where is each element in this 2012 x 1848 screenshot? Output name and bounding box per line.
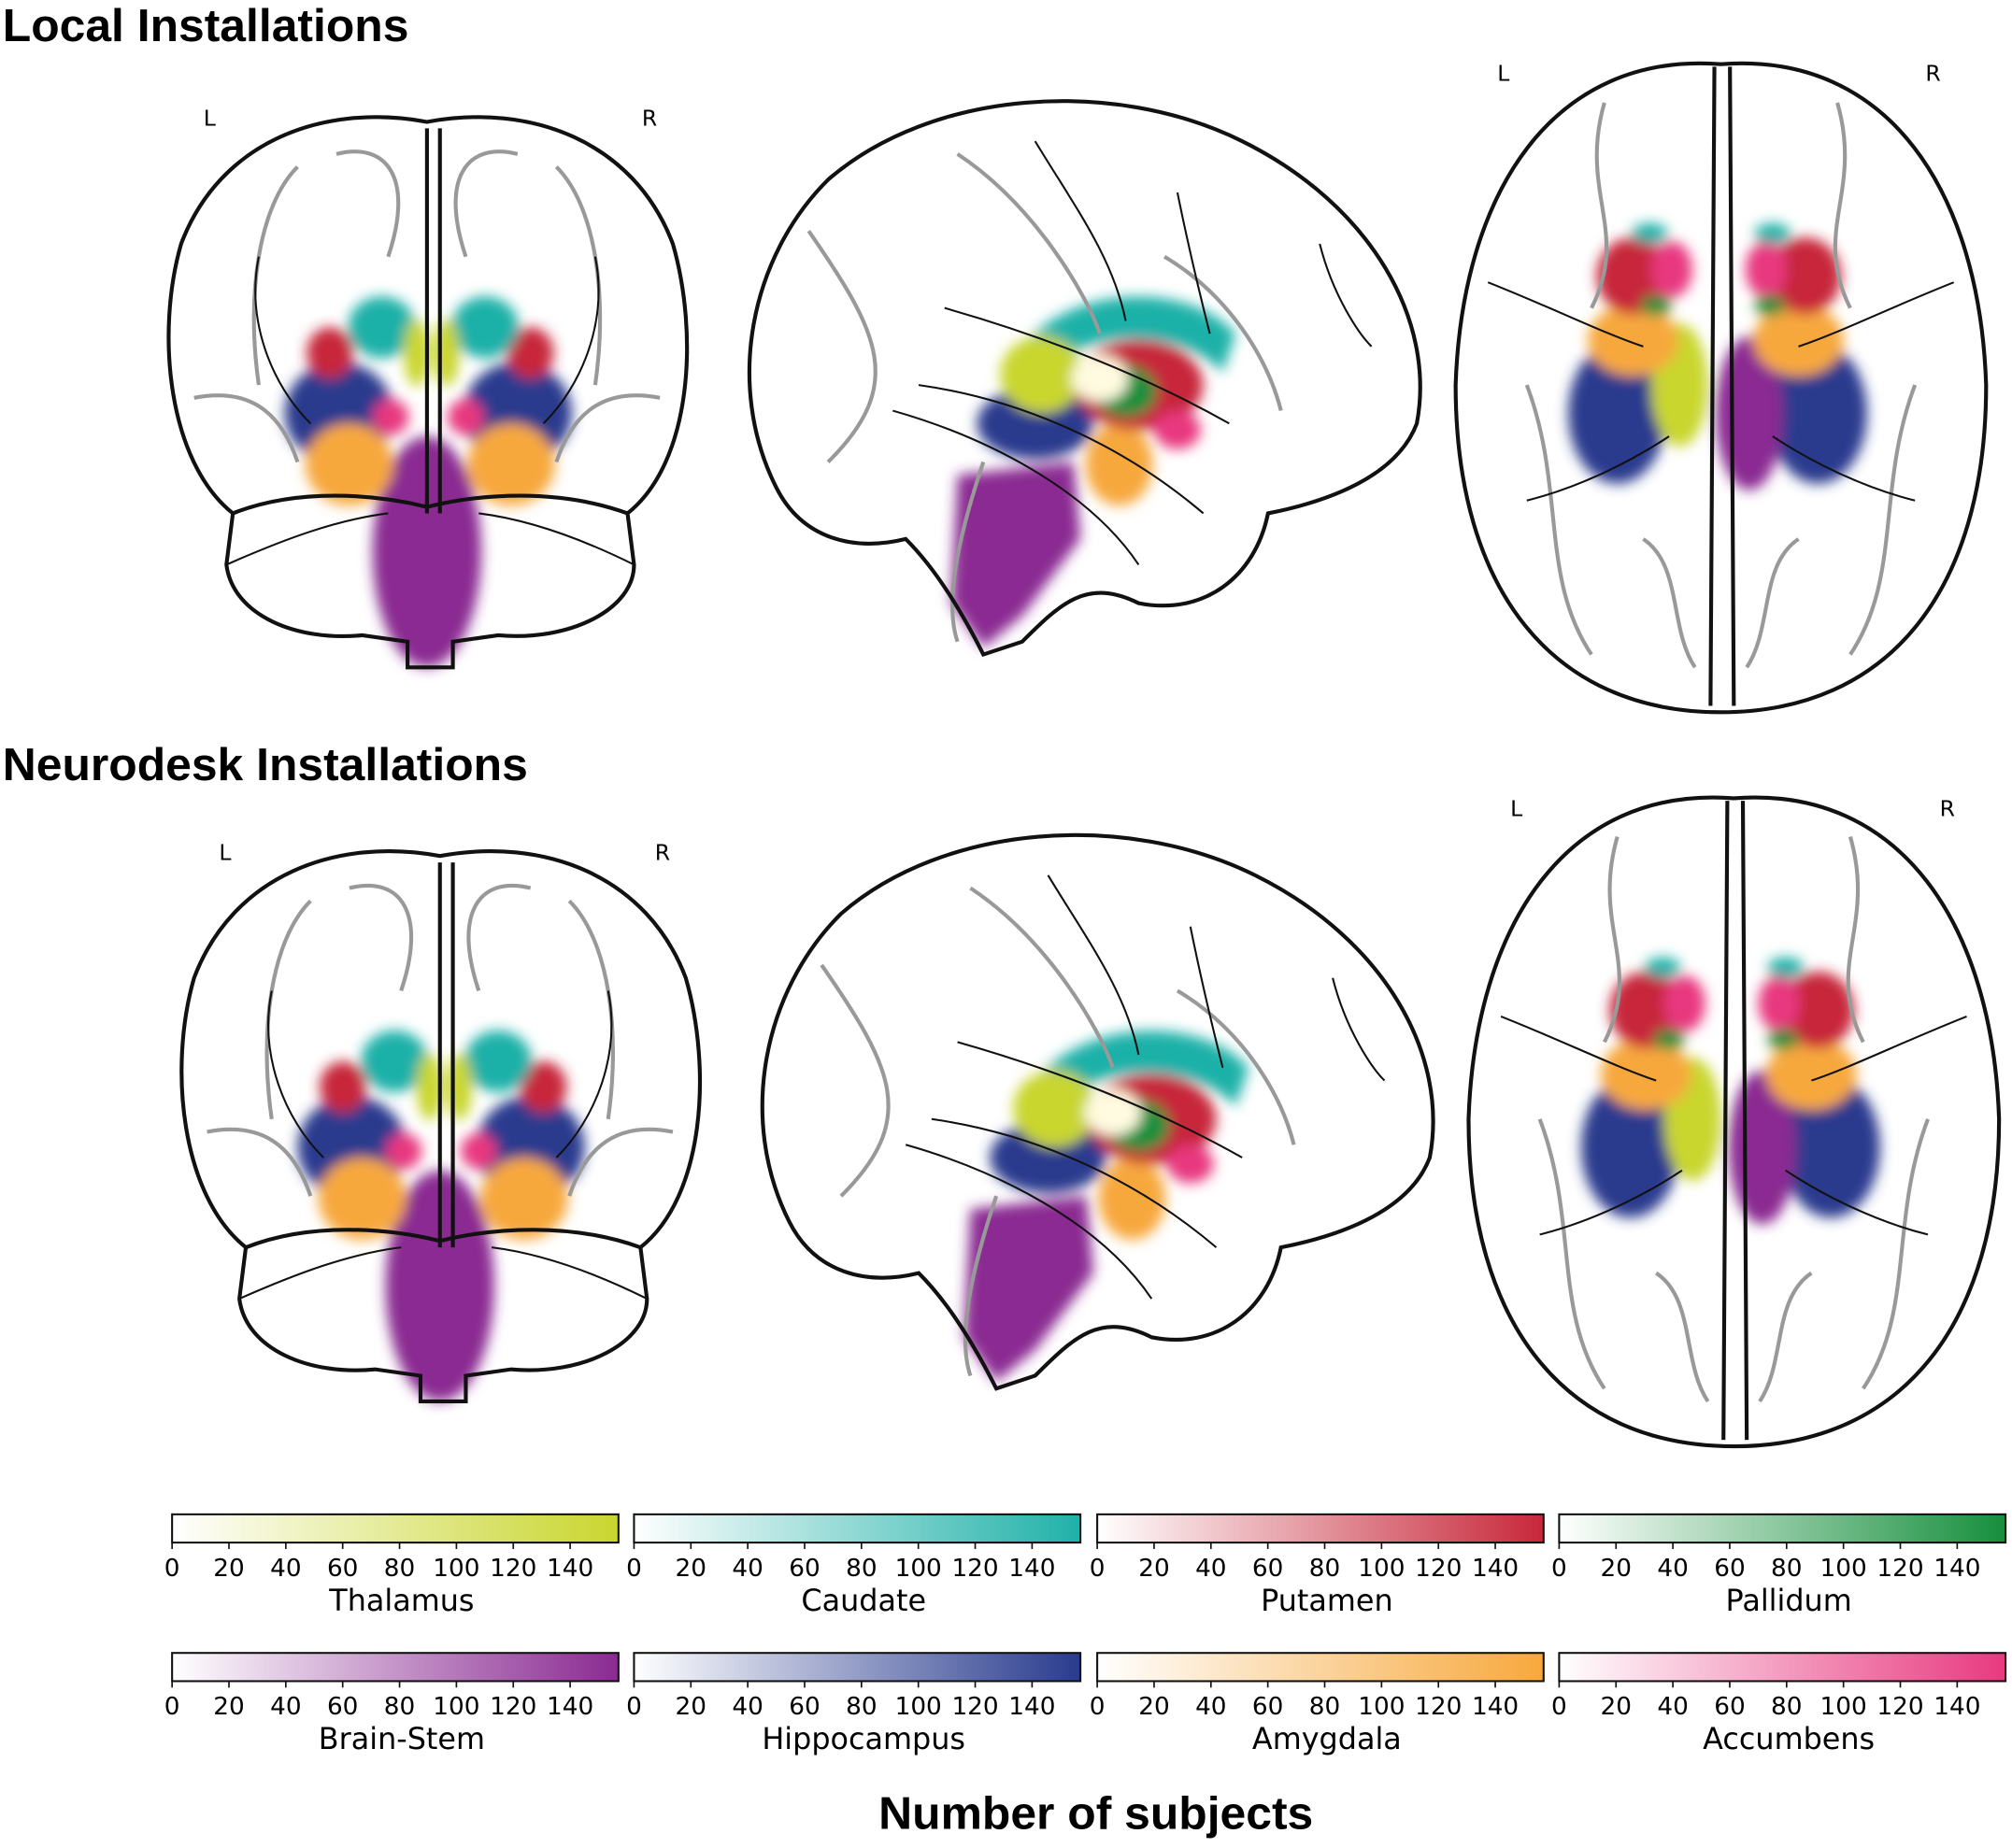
colorbar-label: Caudate	[801, 1585, 926, 1618]
tick-label: 140	[1934, 1693, 1980, 1721]
colorbar	[1096, 1513, 1545, 1544]
colorbar	[1558, 1513, 2007, 1544]
tick-label: 120	[1415, 1693, 1462, 1721]
tick-label: 0	[626, 1693, 642, 1721]
tick-label: 60	[327, 1693, 358, 1721]
tick-label: 40	[1195, 1555, 1226, 1583]
side-label: L	[1510, 796, 1522, 822]
tick-label: 120	[490, 1555, 536, 1583]
tick-label: 40	[270, 1693, 301, 1721]
tick-label: 60	[1252, 1555, 1283, 1583]
tick-label: 40	[1195, 1693, 1226, 1721]
tick-label: 0	[164, 1693, 180, 1721]
side-label: L	[204, 106, 216, 132]
colorbar-label: Putamen	[1261, 1585, 1393, 1618]
tick-label: 80	[384, 1693, 415, 1721]
tick-label: 40	[732, 1555, 763, 1583]
tick-label: 40	[732, 1693, 763, 1721]
brain-views	[168, 64, 1986, 713]
panel-title: Local Installations	[3, 0, 409, 51]
side-label: R	[655, 839, 670, 865]
colorbar-label: Hippocampus	[762, 1723, 965, 1756]
tick-label: 120	[951, 1555, 998, 1583]
tick-label: 0	[1090, 1693, 1106, 1721]
tick-label: 100	[1358, 1693, 1405, 1721]
colorbar-label: Pallidum	[1726, 1585, 1852, 1618]
colorbar	[1558, 1652, 2007, 1683]
tick-label: 40	[1657, 1555, 1688, 1583]
brain-views	[181, 798, 1999, 1447]
tick-label: 80	[1309, 1693, 1340, 1721]
tick-label: 100	[433, 1693, 479, 1721]
colorbar	[633, 1513, 1082, 1544]
tick-label: 140	[1472, 1555, 1519, 1583]
tick-label: 100	[1820, 1693, 1867, 1721]
side-label: R	[1940, 796, 1955, 822]
tick-label: 120	[1876, 1693, 1923, 1721]
tick-label: 20	[1601, 1555, 1632, 1583]
tick-label: 140	[1008, 1693, 1055, 1721]
tick-label: 20	[1138, 1693, 1169, 1721]
tick-label: 60	[789, 1693, 820, 1721]
tick-label: 0	[1551, 1693, 1567, 1721]
tick-label: 20	[676, 1555, 706, 1583]
tick-label: 60	[1252, 1693, 1283, 1721]
tick-label: 100	[895, 1693, 942, 1721]
tick-label: 60	[789, 1555, 820, 1583]
tick-label: 80	[1771, 1555, 1802, 1583]
tick-label: 80	[846, 1693, 877, 1721]
side-label: L	[1497, 61, 1509, 87]
colorbar	[171, 1513, 620, 1544]
tick-label: 140	[1472, 1693, 1519, 1721]
side-label: L	[219, 839, 231, 865]
axis-title: Number of subjects	[878, 1787, 1313, 1840]
tick-label: 140	[1008, 1555, 1055, 1583]
tick-label: 140	[1934, 1555, 1980, 1583]
tick-label: 140	[547, 1693, 593, 1721]
tick-label: 80	[1309, 1555, 1340, 1583]
tick-label: 60	[1714, 1555, 1745, 1583]
tick-label: 80	[384, 1555, 415, 1583]
tick-label: 120	[951, 1693, 998, 1721]
tick-label: 80	[846, 1555, 877, 1583]
tick-label: 120	[490, 1693, 536, 1721]
colorbar-label: Amygdala	[1252, 1723, 1402, 1756]
colorbar-label: Thalamus	[328, 1585, 474, 1618]
tick-label: 0	[164, 1555, 180, 1583]
colorbar	[1096, 1652, 1545, 1683]
panel-title: Neurodesk Installations	[3, 738, 528, 790]
side-label: R	[1925, 61, 1940, 87]
tick-label: 60	[327, 1555, 358, 1583]
colorbar	[171, 1652, 620, 1683]
tick-label: 20	[676, 1693, 706, 1721]
tick-label: 100	[895, 1555, 942, 1583]
colorbar-label: Accumbens	[1703, 1723, 1875, 1756]
side-label: R	[642, 106, 657, 132]
tick-label: 100	[1820, 1555, 1867, 1583]
tick-label: 80	[1771, 1693, 1802, 1721]
tick-label: 0	[1551, 1555, 1567, 1583]
colorbar	[633, 1652, 1082, 1683]
tick-label: 0	[1090, 1555, 1106, 1583]
tick-label: 120	[1876, 1555, 1923, 1583]
tick-label: 40	[270, 1555, 301, 1583]
tick-label: 120	[1415, 1555, 1462, 1583]
tick-label: 20	[1138, 1555, 1169, 1583]
tick-label: 100	[1358, 1555, 1405, 1583]
tick-label: 60	[1714, 1693, 1745, 1721]
tick-label: 20	[213, 1693, 244, 1721]
tick-label: 140	[547, 1555, 593, 1583]
tick-label: 20	[213, 1555, 244, 1583]
tick-label: 40	[1657, 1693, 1688, 1721]
tick-label: 100	[433, 1555, 479, 1583]
colorbar-label: Brain-Stem	[319, 1723, 485, 1756]
tick-label: 0	[626, 1555, 642, 1583]
tick-label: 20	[1601, 1693, 1632, 1721]
